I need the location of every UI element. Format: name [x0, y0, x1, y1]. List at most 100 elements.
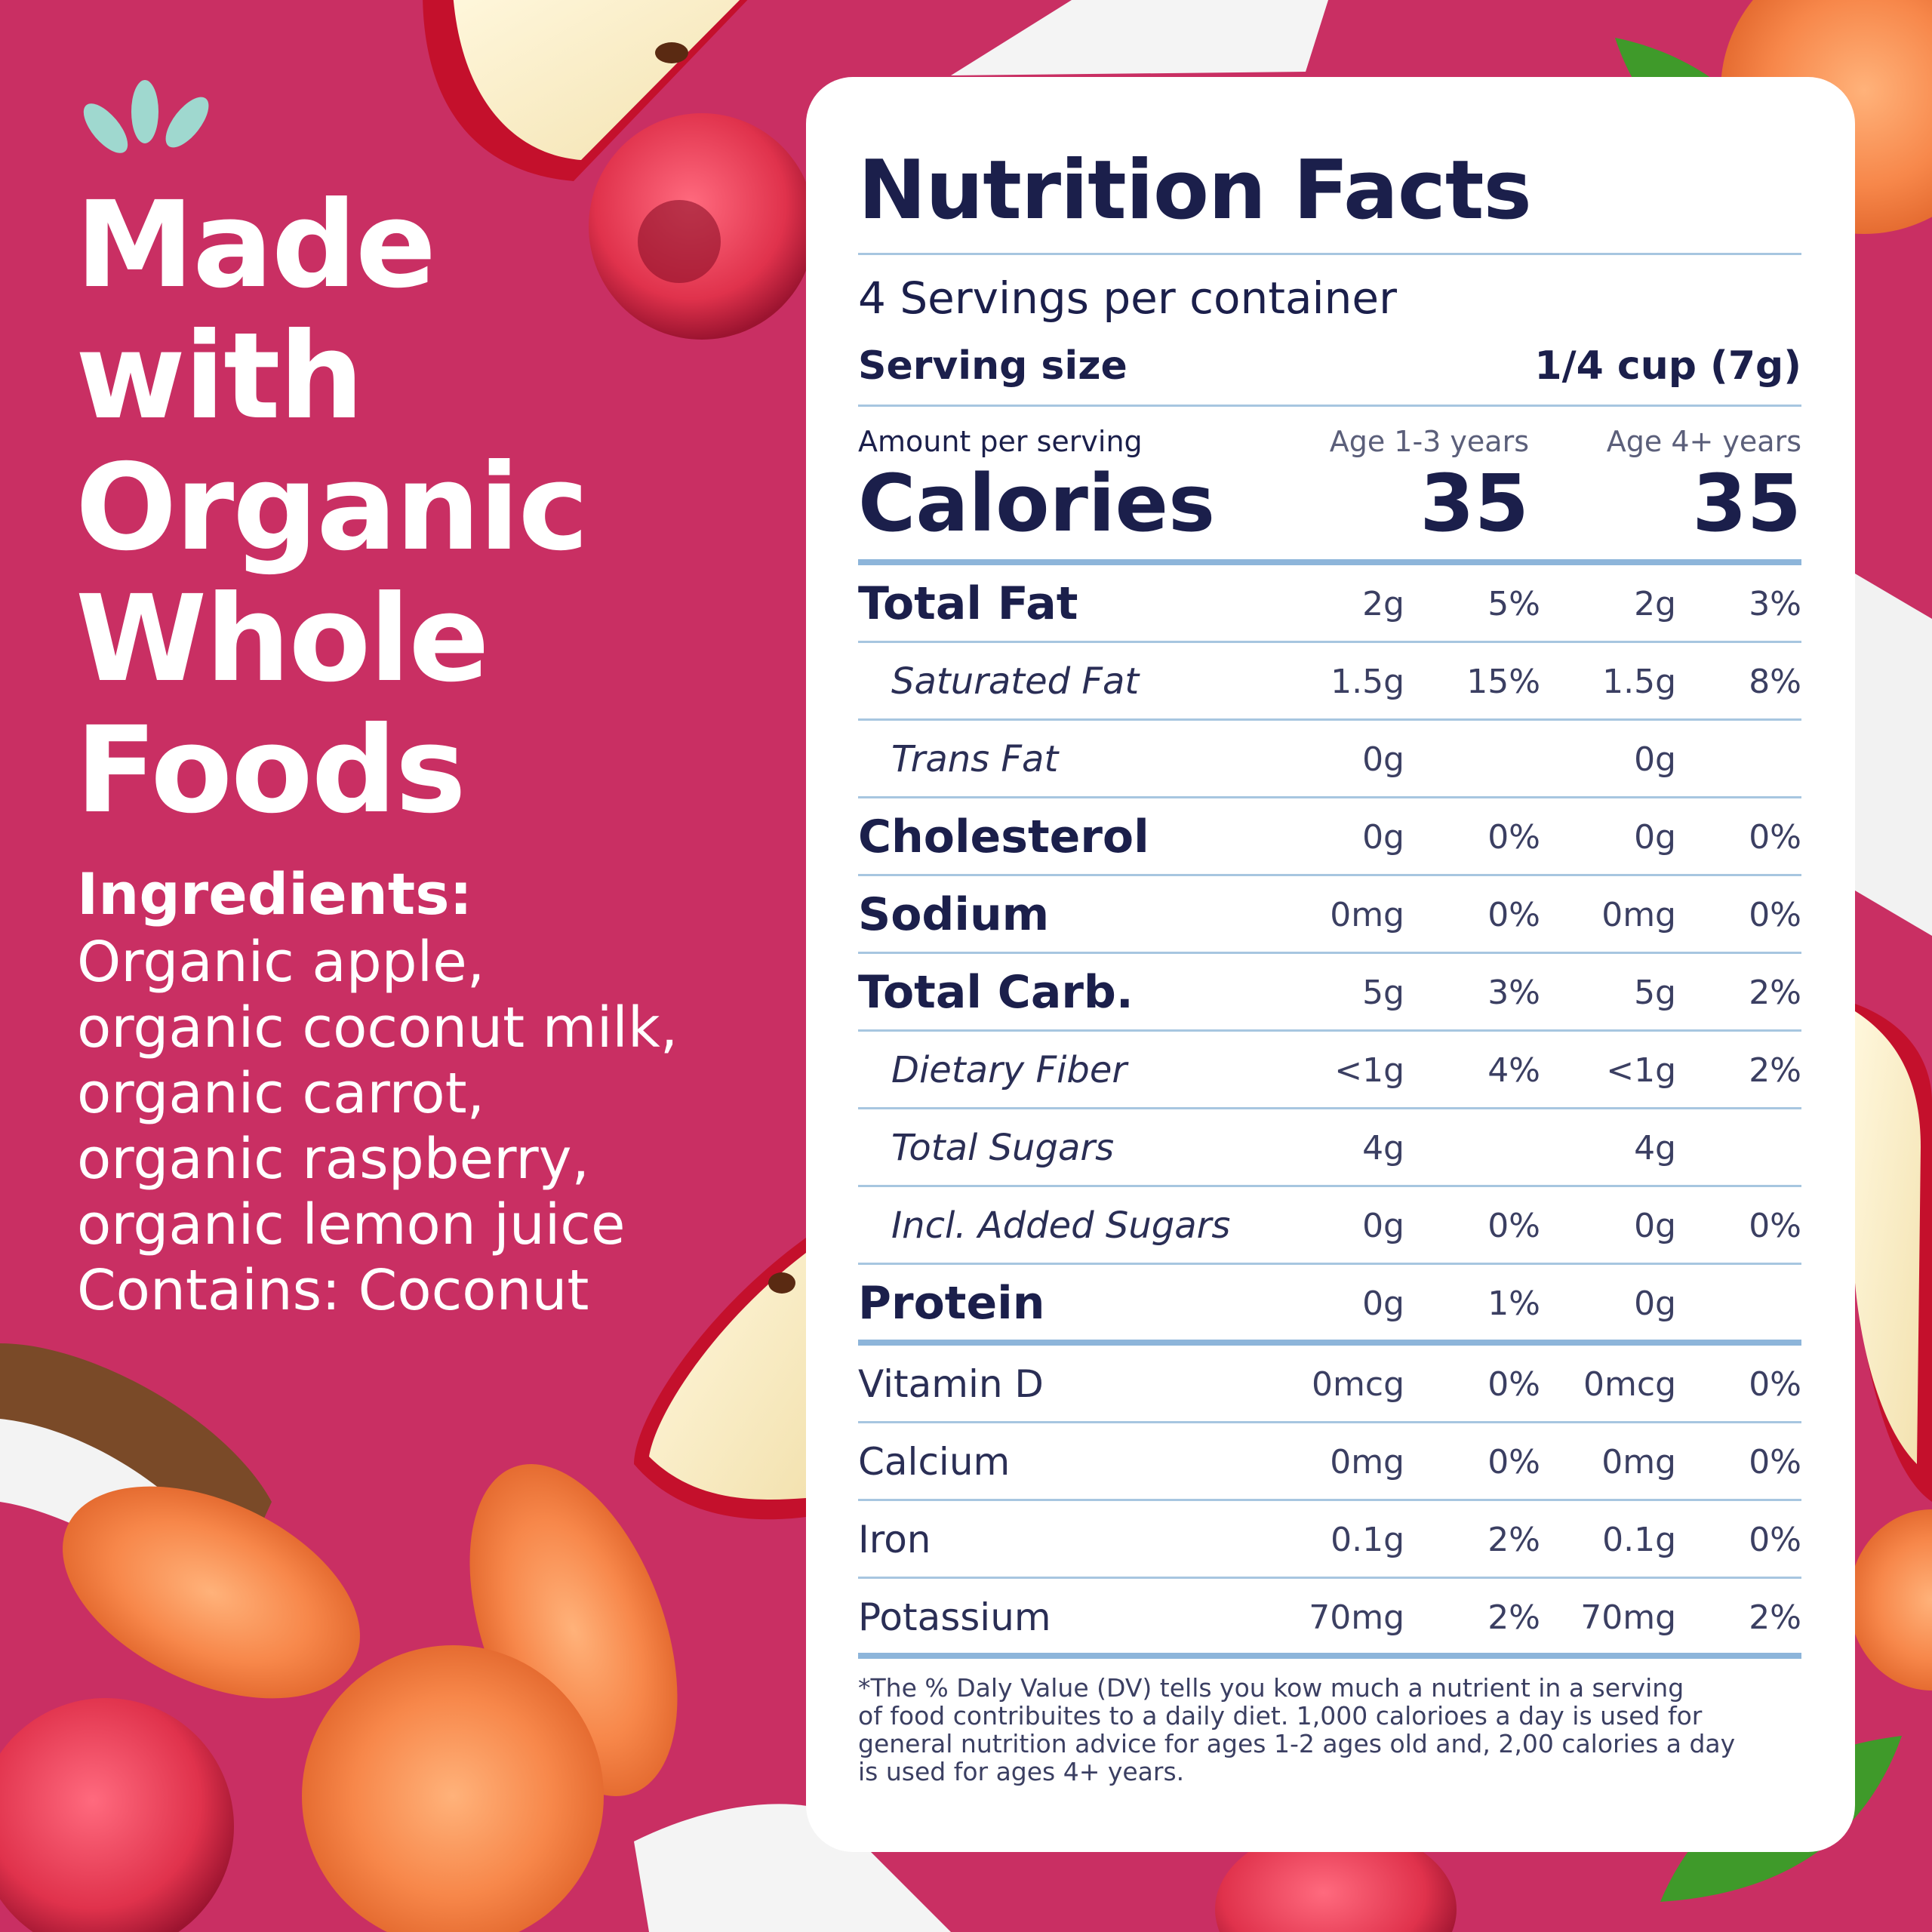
dv-age-2: 2% — [1749, 1598, 1801, 1637]
dv-age-1: 0% — [1487, 1207, 1540, 1245]
nutrient-name: Cholesterol — [858, 811, 1149, 863]
divider — [858, 253, 1801, 255]
amount-age-2: 0mg — [1601, 896, 1676, 934]
nutrient-row-total-carb: Total Carb. 5g 3% 5g 2% — [858, 954, 1801, 1032]
servings-per-container: 4 Servings per container — [858, 272, 1397, 324]
divider — [858, 1577, 1801, 1579]
thick-divider — [858, 1340, 1801, 1346]
amount-age-2: 0g — [1634, 740, 1676, 779]
dv-age-1: 2% — [1487, 1598, 1540, 1637]
dv-age-2: 2% — [1749, 974, 1801, 1012]
calories-label: Calories — [858, 457, 1215, 549]
nutrition-facts-title: Nutrition Facts — [858, 143, 1532, 238]
divider — [858, 1263, 1801, 1265]
raspberry-bottom — [1215, 1826, 1457, 1932]
dv-age-1: 0% — [1487, 1365, 1540, 1404]
serving-size-value: 1/4 cup (7g) — [1534, 343, 1801, 389]
dv-age-1: 4% — [1487, 1051, 1540, 1090]
coconut-piece-top — [951, 0, 1328, 75]
serving-size-label: Serving size — [858, 343, 1128, 389]
dv-age-2: 3% — [1749, 585, 1801, 623]
nutrient-row-total-fat: Total Fat 2g 5% 2g 3% — [858, 565, 1801, 643]
dv-age-2: 0% — [1749, 1365, 1801, 1404]
thick-divider — [858, 1653, 1801, 1659]
carrot-slice-bottom-3 — [302, 1645, 604, 1932]
amount-age-1: 0g — [1362, 740, 1404, 779]
dv-age-1: 1% — [1487, 1284, 1540, 1323]
nutrient-row-added-sugars: Incl. Added Sugars 0g 0% 0g 0% — [858, 1187, 1801, 1265]
leaf-sprout-icon — [83, 80, 209, 153]
dv-age-1: 2% — [1487, 1521, 1540, 1559]
dv-age-2: 0% — [1749, 896, 1801, 934]
nutrient-name: Total Sugars — [891, 1127, 1115, 1169]
amount-age-2: 70mg — [1580, 1598, 1676, 1637]
footnote-line: *The % Daly Value (DV) tells you kow muc… — [858, 1673, 1684, 1703]
nutrient-name: Total Carb. — [858, 966, 1134, 1019]
dv-age-2: 0% — [1749, 1443, 1801, 1481]
amount-age-1: 4g — [1362, 1129, 1404, 1168]
ingredient-line: Contains: Coconut — [77, 1258, 589, 1323]
amount-age-1: 0g — [1362, 818, 1404, 857]
amount-age-1: 0mcg — [1312, 1365, 1404, 1404]
nutrient-row-potassium: Potassium 70mg 2% 70mg 2% — [858, 1579, 1801, 1657]
ingredient-line: organic carrot, — [77, 1061, 485, 1126]
headline-line: Whole — [75, 570, 490, 709]
nutrient-row-sodium: Sodium 0mg 0% 0mg 0% — [858, 876, 1801, 954]
dv-age-1: 5% — [1487, 585, 1540, 623]
divider — [858, 718, 1801, 721]
amount-age-2: 0.1g — [1602, 1521, 1676, 1559]
amount-age-2: 4g — [1634, 1129, 1676, 1168]
divider — [858, 641, 1801, 643]
ingredients-list: Organic apple, organic coconut milk, org… — [77, 930, 678, 1324]
headline-line: Organic — [75, 438, 589, 577]
dv-age-1: 0% — [1487, 896, 1540, 934]
divider — [858, 1107, 1801, 1109]
nutrient-name: Saturated Fat — [891, 660, 1140, 703]
nutrient-row-cholesterol: Cholesterol 0g 0% 0g 0% — [858, 798, 1801, 876]
footnote-line: general nutrition advice for ages 1-2 ag… — [858, 1729, 1736, 1758]
coconut-piece-bottom — [634, 1804, 951, 1932]
raspberry-bottom-left — [0, 1698, 234, 1932]
dv-age-2: 2% — [1749, 1051, 1801, 1090]
nutrient-name: Incl. Added Sugars — [891, 1204, 1231, 1247]
nutrient-name: Iron — [858, 1518, 931, 1561]
nutrient-row-vitamin-d: Vitamin D 0mcg 0% 0mcg 0% — [858, 1346, 1801, 1423]
footnote-line: of food contribuites to a daily diet. 1,… — [858, 1701, 1703, 1730]
age-column-header-2: Age 4+ years — [1606, 425, 1801, 458]
nutrient-name: Potassium — [858, 1595, 1051, 1639]
divider — [858, 1499, 1801, 1501]
raspberry-top — [589, 113, 815, 340]
apple-slice-top — [423, 0, 748, 181]
dv-age-1: 15% — [1466, 663, 1540, 701]
nutrient-row-total-sugars: Total Sugars 4g 4g — [858, 1109, 1801, 1187]
dv-age-1: 0% — [1487, 818, 1540, 857]
amount-age-2: 0mcg — [1583, 1365, 1676, 1404]
dv-age-2: 0% — [1749, 1521, 1801, 1559]
ingredient-line: Organic apple, — [77, 930, 485, 995]
nutrient-row-iron: Iron 0.1g 2% 0.1g 0% — [858, 1501, 1801, 1579]
amount-age-1: 0.1g — [1331, 1521, 1404, 1559]
divider — [858, 1029, 1801, 1032]
carrot-slice-right — [1849, 1509, 1932, 1690]
nutrient-name: Protein — [858, 1277, 1045, 1330]
headline-line: Made — [75, 176, 436, 315]
footnote-line: is used for ages 4+ years. — [858, 1757, 1185, 1786]
nutrition-facts-panel — [806, 77, 1855, 1852]
nutrient-name: Total Fat — [858, 577, 1078, 630]
ingredient-line: organic coconut milk, — [77, 995, 678, 1060]
daily-value-footnote: *The % Daly Value (DV) tells you kow muc… — [858, 1674, 1809, 1786]
apple-slice-middle — [634, 1238, 806, 1520]
divider — [858, 952, 1801, 954]
amount-age-1: 0g — [1362, 1207, 1404, 1245]
dv-age-1: 0% — [1487, 1443, 1540, 1481]
amount-age-2: 0g — [1634, 1284, 1676, 1323]
nutrient-name: Calcium — [858, 1440, 1011, 1484]
amount-age-2: 0g — [1634, 1207, 1676, 1245]
calories-value-age-2: 35 — [1692, 457, 1801, 549]
headline: Made with Organic Whole Foods — [75, 180, 755, 836]
nutrient-row-protein: Protein 0g 1% 0g — [858, 1265, 1801, 1343]
ingredient-line: organic lemon juice — [77, 1192, 626, 1257]
divider — [858, 796, 1801, 798]
headline-line: Foods — [75, 701, 466, 840]
coconut-piece-right — [1855, 574, 1932, 936]
